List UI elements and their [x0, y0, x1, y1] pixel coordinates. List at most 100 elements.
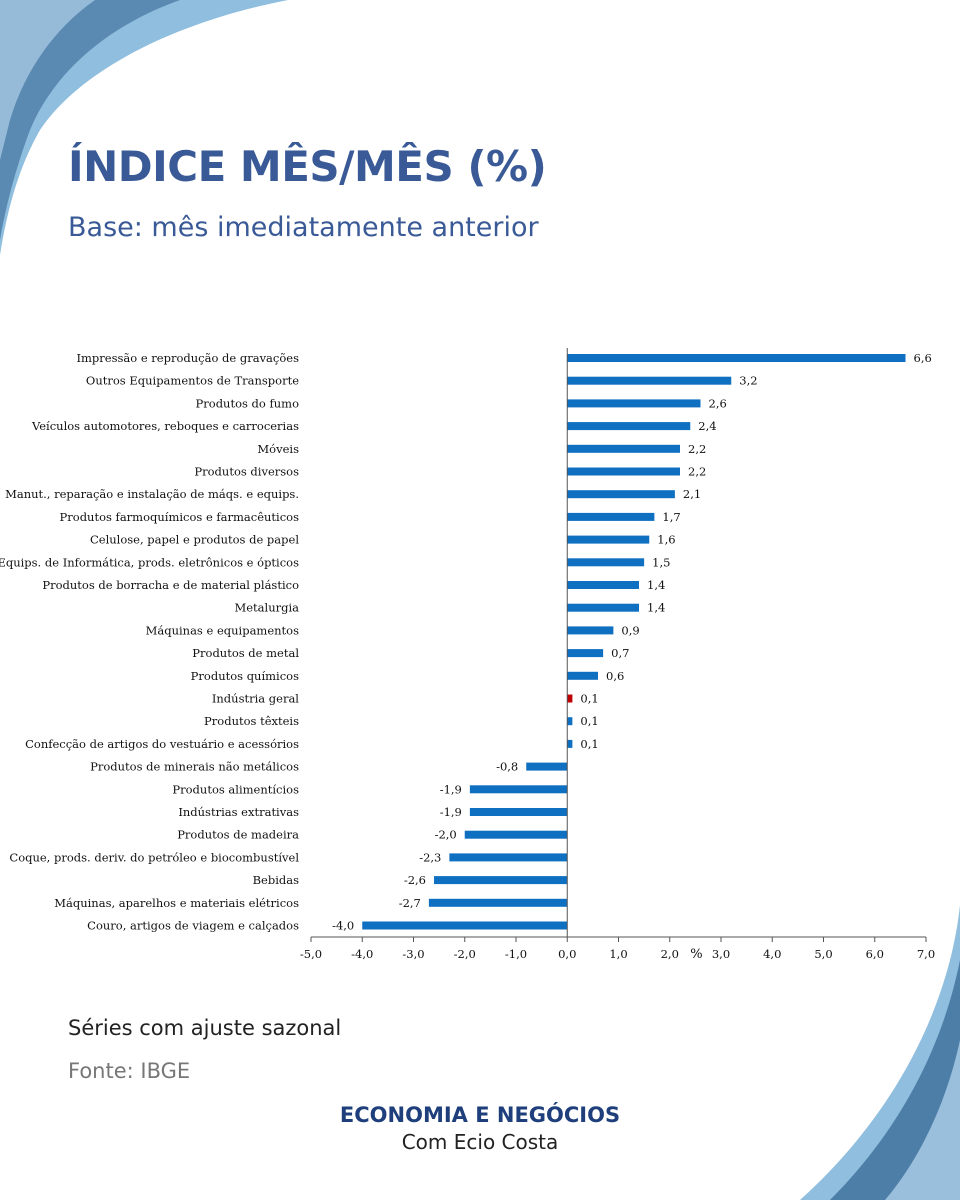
category-label: Produtos químicos: [191, 669, 299, 683]
data-label: 2,2: [688, 442, 706, 456]
bar: [567, 399, 701, 408]
data-label: 2,2: [688, 465, 706, 479]
category-label: Produtos de madeira: [177, 828, 299, 842]
x-tick-label: -2,0: [454, 947, 476, 961]
bar: [434, 876, 568, 885]
data-label: 1,4: [647, 601, 665, 615]
category-label: Impressão e reprodução de gravações: [76, 351, 299, 365]
bar: [567, 694, 573, 703]
category-label: Coque, prods. deriv. do petróleo e bioco…: [9, 850, 299, 864]
page-subtitle: Base: mês imediatamente anterior: [68, 212, 539, 243]
bar: [567, 535, 650, 544]
data-label: 0,1: [580, 692, 598, 706]
data-label: 1,7: [662, 510, 680, 524]
data-label: -0,8: [496, 760, 518, 774]
data-label: 1,5: [652, 555, 670, 569]
data-label: 2,6: [709, 396, 727, 410]
bar: [567, 603, 639, 612]
bar: [449, 853, 568, 862]
data-label: -2,6: [404, 873, 426, 887]
data-label: 0,7: [611, 646, 629, 660]
x-tick-label: 5,0: [814, 947, 832, 961]
data-label: -2,3: [419, 850, 441, 864]
data-label: 2,1: [683, 487, 701, 501]
category-label: Indústria geral: [212, 692, 299, 706]
category-label: Manut., reparação e instalação de máqs. …: [5, 487, 299, 501]
category-label: Confecção de artigos do vestuário e aces…: [25, 737, 299, 751]
data-label: 2,4: [698, 419, 716, 433]
category-label: Produtos diversos: [194, 465, 299, 479]
category-label: Veículos automotores, reboques e carroce…: [31, 419, 299, 433]
bar: [428, 898, 568, 907]
data-label: -1,9: [440, 805, 462, 819]
bar: [567, 649, 604, 658]
data-label: 0,1: [580, 737, 598, 751]
category-label: Móveis: [257, 442, 299, 456]
x-tick-label: 0,0: [558, 947, 576, 961]
category-label: Produtos do fumo: [196, 396, 300, 410]
page-title: ÍNDICE MÊS/MÊS (%): [68, 142, 547, 191]
bar: [469, 785, 568, 794]
seasonal-note: Séries com ajuste sazonal: [68, 1016, 342, 1040]
x-tick-label: 4,0: [763, 947, 781, 961]
data-label: 6,6: [914, 351, 932, 365]
category-label: Produtos alimentícios: [172, 782, 299, 796]
category-label: Máquinas e equipamentos: [146, 623, 299, 637]
category-label: Celulose, papel e produtos de papel: [90, 533, 299, 547]
data-label: 0,9: [621, 623, 639, 637]
bar: [464, 830, 568, 839]
bar: [567, 739, 573, 748]
bar: [469, 808, 568, 816]
category-label: Outros Equipamentos de Transporte: [86, 374, 299, 388]
data-label: 1,4: [647, 578, 665, 592]
data-label: 0,6: [606, 669, 624, 683]
data-label: -4,0: [332, 919, 354, 933]
bar: [567, 490, 675, 499]
brand-name: ECONOMIA E NEGÓCIOS: [339, 1103, 621, 1127]
data-label: -2,7: [399, 896, 421, 910]
x-tick-label: -3,0: [402, 947, 424, 961]
category-label: Produtos de borracha e de material plást…: [42, 578, 299, 592]
category-label: Máquinas, aparelhos e materiais elétrico…: [54, 896, 299, 910]
bar: [567, 354, 906, 362]
category-label: Equips. de Informática, prods. eletrônic…: [0, 555, 299, 569]
x-tick-label: -1,0: [505, 947, 527, 961]
bar: [567, 558, 645, 567]
x-axis-label: %: [690, 947, 702, 962]
bar-chart: Impressão e reprodução de gravações 6,6 Ou…: [0, 348, 935, 962]
category-label: Metalurgia: [234, 601, 299, 615]
category-label: Bebidas: [253, 873, 300, 887]
bar: [567, 626, 614, 635]
data-label: 1,6: [657, 533, 675, 547]
bar: [567, 717, 573, 726]
brand-subtitle: Com Ecio Costa: [401, 1130, 559, 1154]
x-tick-label: 2,0: [661, 947, 679, 961]
x-tick-label: 1,0: [609, 947, 627, 961]
data-label: 3,2: [739, 374, 757, 388]
x-tick-label: -4,0: [351, 947, 373, 961]
category-label: Produtos farmoquímicos e farmacêuticos: [60, 510, 300, 524]
data-label: -1,9: [440, 782, 462, 796]
bar: [567, 467, 680, 476]
bar: [567, 444, 680, 453]
x-tick-label: 7,0: [917, 947, 935, 961]
bar: [567, 512, 655, 521]
x-tick-label: -5,0: [300, 947, 322, 961]
x-tick-label: 3,0: [712, 947, 730, 961]
bar: [567, 671, 598, 680]
source-label: Fonte: IBGE: [68, 1059, 191, 1083]
category-label: Indústrias extrativas: [178, 805, 299, 819]
category-label: Couro, artigos de viagem e calçados: [87, 919, 299, 933]
data-label: -2,0: [435, 828, 457, 842]
category-label: Produtos de metal: [192, 646, 299, 660]
bar: [567, 376, 732, 385]
category-label: Produtos de minerais não metálicos: [90, 760, 299, 774]
bar: [567, 422, 691, 431]
data-label: 0,1: [580, 714, 598, 728]
category-label: Produtos têxteis: [204, 714, 299, 728]
x-tick-label: 6,0: [866, 947, 884, 961]
bar: [526, 762, 568, 771]
bar: [567, 581, 639, 589]
bar: [362, 921, 568, 930]
